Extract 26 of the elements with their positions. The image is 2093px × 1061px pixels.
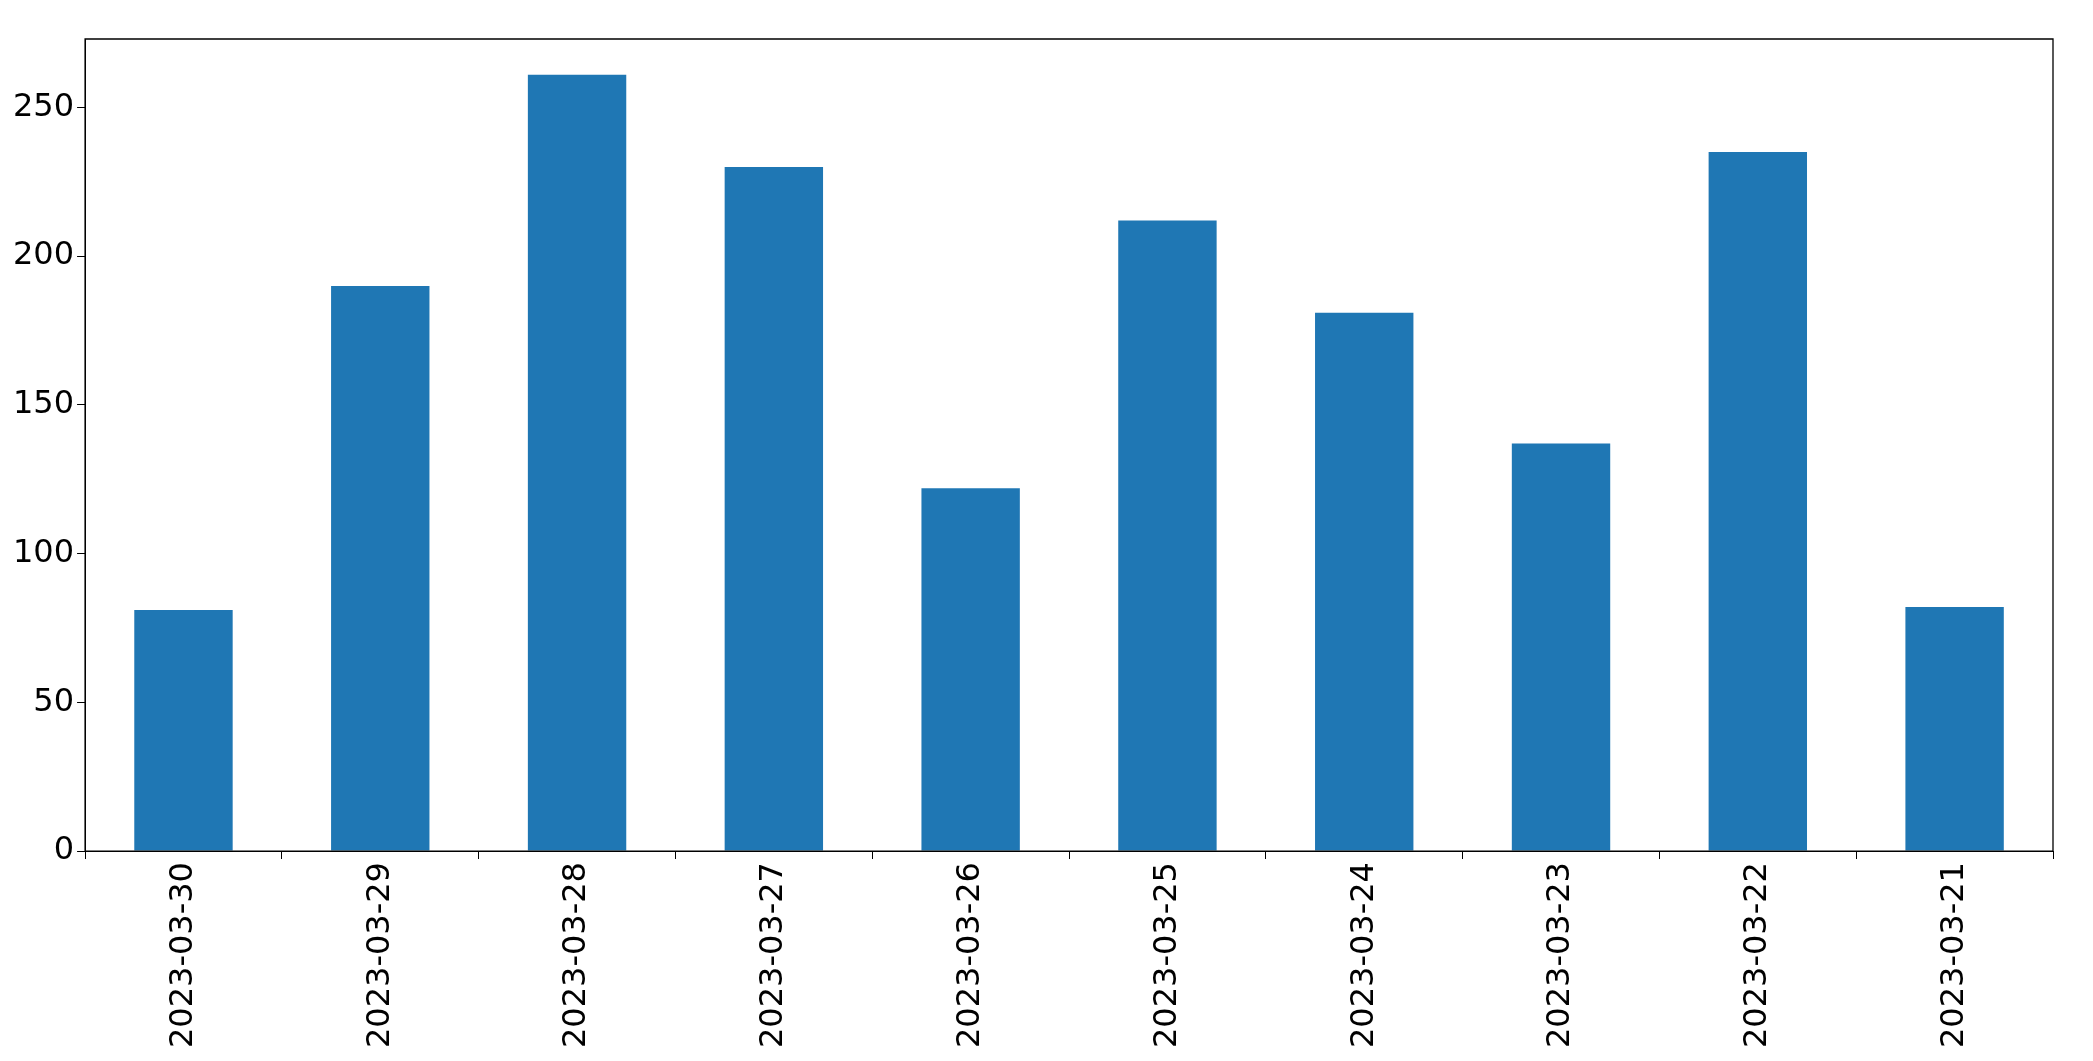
bar <box>1315 312 1414 851</box>
y-tick-label: 50 <box>33 680 75 719</box>
bar <box>1118 220 1217 851</box>
bar <box>1905 607 2004 851</box>
y-tick-label: 0 <box>53 829 75 868</box>
y-tick-label: 100 <box>13 531 75 570</box>
x-tick-label: 2023-03-24 <box>1342 862 1381 1048</box>
y-tick-label: 200 <box>13 234 75 273</box>
bar <box>724 166 824 851</box>
x-tick-label: 2023-03-29 <box>358 862 397 1048</box>
x-tick-label: 2023-03-23 <box>1539 862 1578 1048</box>
x-tick-label: 2023-03-30 <box>161 862 200 1048</box>
x-tick-label: 2023-03-22 <box>1736 862 1775 1048</box>
x-tick-label: 2023-03-25 <box>1145 862 1184 1048</box>
bar <box>1708 152 1808 851</box>
bar <box>527 74 627 851</box>
x-tick-label: 2023-03-27 <box>752 862 791 1048</box>
x-tick-label: 2023-03-28 <box>555 862 594 1048</box>
bar <box>1511 443 1611 851</box>
bar <box>331 285 430 851</box>
x-tick-label: 2023-03-21 <box>1932 862 1971 1048</box>
bar <box>134 610 233 851</box>
y-tick-label: 150 <box>13 383 75 422</box>
bar <box>921 488 1020 851</box>
y-tick-label: 250 <box>13 85 75 124</box>
x-tick-label: 2023-03-26 <box>948 862 987 1048</box>
